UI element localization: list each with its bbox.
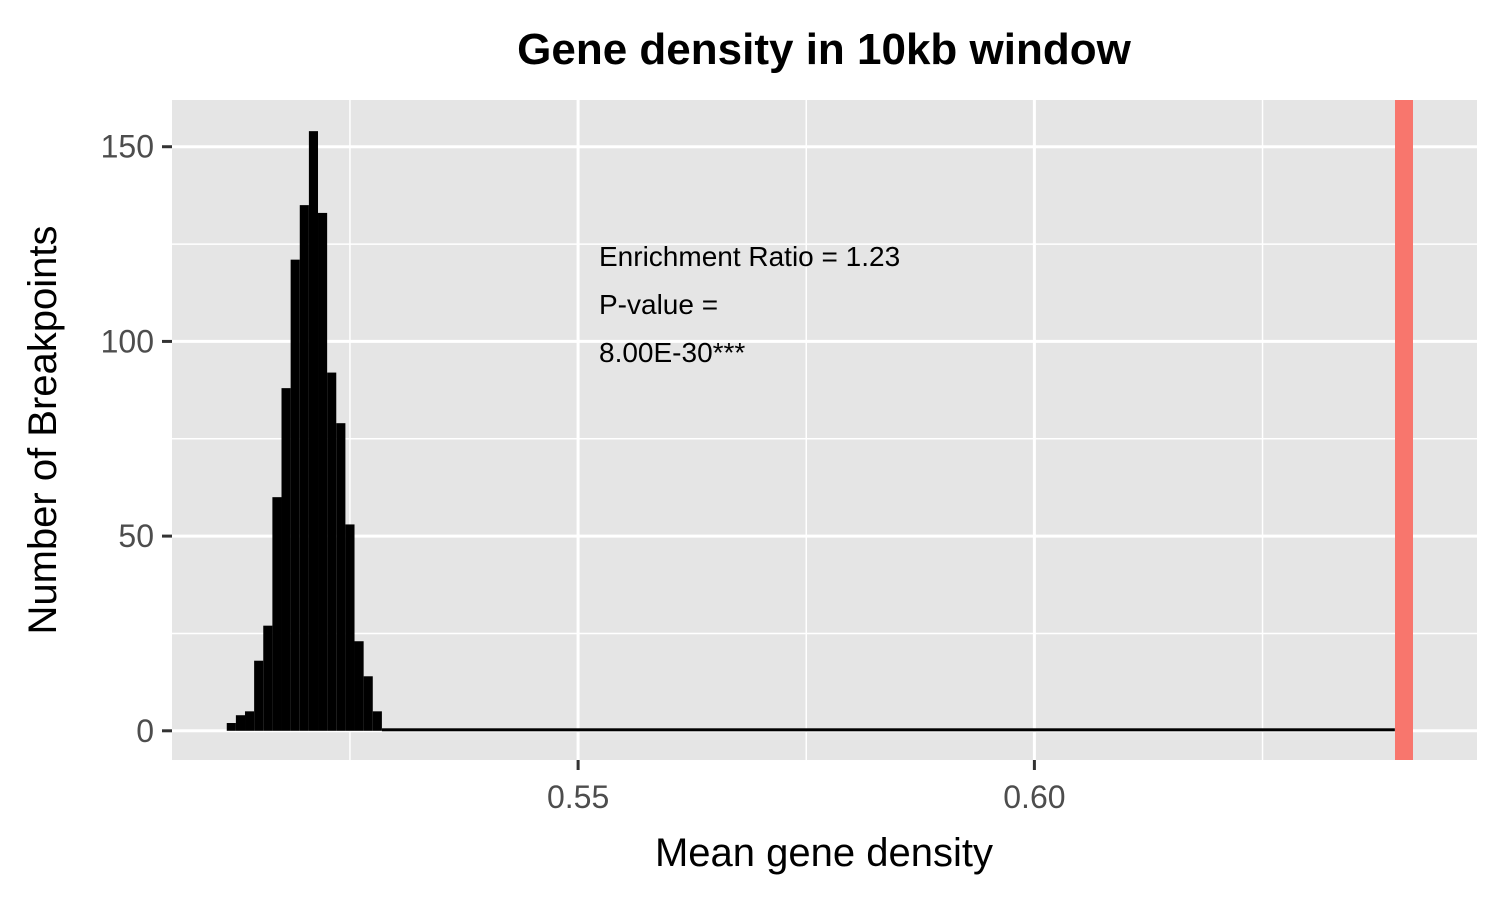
x-axis-title: Mean gene density — [655, 831, 993, 875]
annotation-line-3: 8.00E-30*** — [599, 337, 745, 368]
histogram-bar — [354, 641, 364, 731]
x-tick-label: 0.60 — [1003, 779, 1065, 815]
histogram-bar — [308, 131, 319, 731]
histogram-bar — [272, 497, 282, 731]
histogram-bar — [372, 711, 382, 731]
histogram-bar — [254, 660, 264, 731]
plot-panel — [172, 100, 1477, 760]
histogram-bar — [290, 259, 300, 731]
observed-value-group — [1394, 100, 1413, 760]
y-tick-label: 100 — [101, 323, 154, 359]
y-tick-label: 50 — [118, 518, 154, 554]
histogram-bar — [336, 423, 346, 731]
y-axis: 0 50 100 150 — [101, 129, 172, 749]
chart-title: Gene density in 10kb window — [517, 25, 1131, 74]
y-axis-title: Number of Breakpoints — [21, 225, 65, 634]
histogram-bar — [281, 388, 291, 731]
histogram-bar — [263, 625, 273, 731]
y-tick-label: 0 — [136, 713, 154, 749]
histogram-bar — [327, 372, 337, 731]
annotation-line-1: Enrichment Ratio = 1.23 — [599, 241, 900, 272]
histogram-bar — [299, 205, 309, 731]
histogram-bar — [363, 676, 373, 731]
annotation-line-2: P-value = — [599, 289, 718, 320]
histogram-bar — [226, 723, 236, 731]
x-tick-label: 0.55 — [547, 779, 609, 815]
histogram-bars — [226, 131, 1395, 732]
histogram-bar — [235, 715, 246, 731]
histogram-bar — [245, 711, 255, 731]
histogram-bar — [318, 212, 328, 731]
grid-minor — [172, 100, 1477, 760]
annotation: Enrichment Ratio = 1.23 P-value = 8.00E-… — [599, 241, 900, 368]
histogram-zero-bins — [381, 728, 1395, 732]
y-tick-label: 150 — [101, 129, 154, 165]
x-axis: 0.55 0.60 — [547, 760, 1066, 815]
histogram-bar — [345, 524, 355, 731]
observed-value-line — [1394, 100, 1413, 760]
